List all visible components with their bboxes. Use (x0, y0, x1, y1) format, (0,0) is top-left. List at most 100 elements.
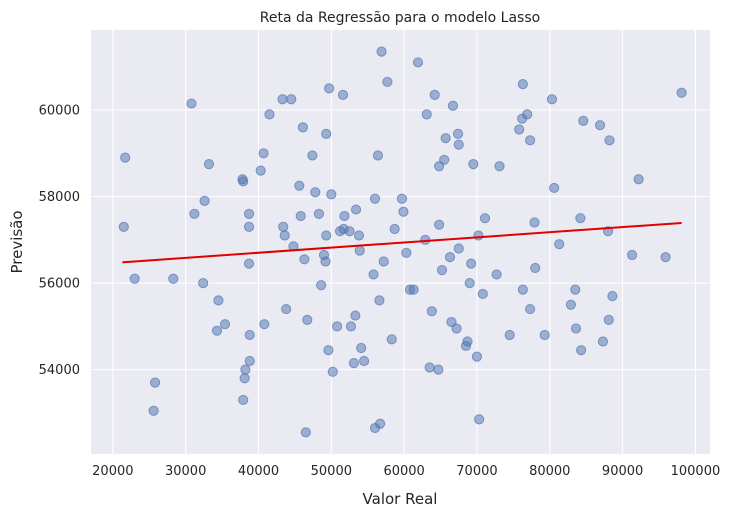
scatter-point (396, 193, 408, 204)
scatter-point (607, 290, 618, 302)
scatter-point (259, 319, 270, 330)
scatter-point (479, 213, 491, 224)
scatter-point (504, 329, 515, 341)
scatter-point (389, 223, 400, 235)
scatter-point (316, 280, 327, 291)
scatter-point (332, 321, 343, 332)
scatter-point (412, 57, 424, 68)
scatter-point (344, 226, 355, 237)
scatter-point (517, 78, 528, 90)
scatter-point (213, 295, 224, 306)
scatter-point (554, 239, 565, 250)
scatter-point (327, 366, 338, 377)
scatter-point (517, 284, 528, 295)
scatter-point (348, 358, 359, 369)
scatter-point (491, 269, 502, 280)
scatter-point (120, 152, 131, 163)
scatter-point (660, 252, 671, 263)
scatter-point (429, 89, 440, 100)
scatter-point (203, 159, 215, 170)
scatter-point (386, 334, 397, 345)
scatter-point (350, 310, 361, 321)
scatter-point (468, 159, 479, 170)
scatter-point (549, 182, 560, 194)
scatter-point (300, 427, 311, 438)
scatter-point (339, 210, 350, 222)
scatter-point (302, 314, 313, 325)
x-tick-label: 60000 (383, 464, 424, 479)
scatter-point (186, 98, 197, 109)
x-tick-label: 100000 (671, 464, 721, 479)
scatter-point (546, 94, 558, 105)
scatter-point (243, 258, 255, 269)
scatter-point (451, 323, 462, 334)
scatter-point (189, 208, 200, 219)
x-tick-label: 50000 (311, 464, 352, 479)
scatter-point (570, 323, 582, 334)
scatter-point (243, 208, 255, 219)
y-tick-label: 54000 (39, 363, 80, 378)
scatter-point (471, 351, 483, 362)
scatter-point (594, 120, 606, 131)
scatter-point (633, 174, 644, 185)
scatter-point (277, 94, 288, 105)
scatter-point (578, 115, 589, 126)
scatter-point (324, 83, 335, 94)
scatter-point (129, 273, 140, 284)
scatter-point (148, 405, 159, 416)
scatter-point (310, 187, 321, 198)
scatter-point (447, 100, 459, 111)
scatter-point (199, 195, 210, 206)
scatter-point (240, 364, 251, 375)
scatter-point (198, 278, 209, 289)
x-tick-label: 40000 (238, 464, 279, 479)
scatter-point (464, 278, 475, 289)
scatter-point (323, 345, 334, 356)
scatter-point (295, 210, 306, 222)
scatter-point (530, 262, 541, 274)
scatter-point (539, 329, 550, 341)
scatter-point (368, 269, 379, 280)
scatter-point (294, 180, 305, 191)
scatter-point (436, 265, 448, 276)
scatter-point (433, 219, 445, 230)
y-tick-label: 56000 (39, 277, 80, 292)
scatter-point (440, 133, 451, 144)
scatter-point (326, 189, 337, 200)
scatter-point (494, 161, 505, 172)
scatter-point (313, 208, 325, 219)
scatter-point (565, 299, 577, 310)
scatter-point (264, 109, 275, 120)
scatter-point (522, 109, 533, 120)
x-tick-label: 80000 (529, 464, 570, 479)
scatter-point (320, 256, 331, 267)
scatter-point (118, 221, 129, 232)
scatter-point (321, 230, 332, 241)
y-axis-ticks: 54000 56000 58000 60000 (39, 104, 80, 379)
scatter-point (279, 230, 290, 241)
scatter-point (473, 230, 484, 241)
y-axis-label: Previsão (8, 210, 26, 273)
scatter-point (356, 342, 367, 354)
scatter-point (525, 135, 536, 146)
scatter-point (376, 46, 387, 57)
scatter-point (374, 295, 385, 306)
x-axis-label: Valor Real (363, 490, 438, 508)
scatter-point (525, 303, 536, 315)
scatter-point (426, 306, 437, 317)
scatter-point (576, 345, 587, 356)
chart-title: Reta da Regressão para o modelo Lasso (260, 10, 540, 26)
scatter-point (255, 165, 266, 176)
scatter-point (243, 221, 255, 232)
scatter-point (219, 319, 231, 330)
regression-line (122, 221, 682, 264)
scatter-point (286, 94, 297, 105)
scatter-point (474, 414, 485, 425)
scatter-point (529, 217, 540, 228)
scatter-point (307, 150, 318, 161)
scatter-point (439, 154, 450, 165)
scatter-point (597, 336, 609, 347)
scatter-point (244, 355, 255, 367)
scatter-point (358, 355, 370, 367)
